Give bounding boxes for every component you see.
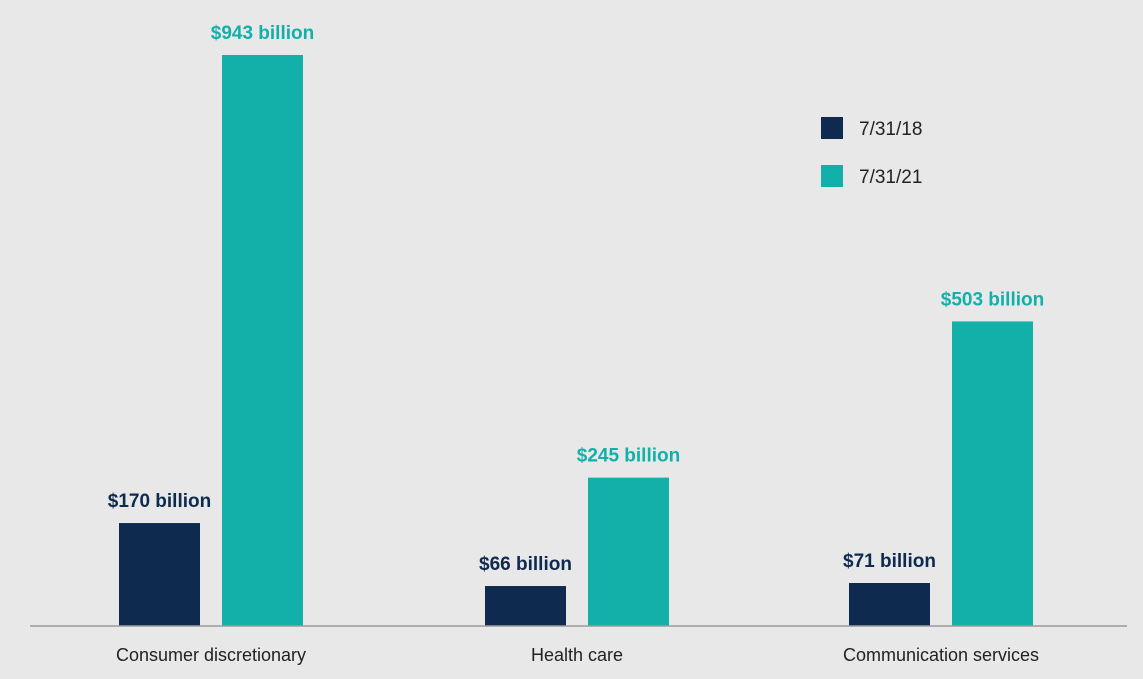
data-label-consumer-discretionary-7-31-18: $170 billion <box>108 491 211 512</box>
bar-health-care-7-31-21 <box>588 477 669 626</box>
bar-communication-services-7-31-21 <box>952 321 1033 626</box>
legend-label-7-31-21: 7/31/21 <box>859 167 922 188</box>
bar-consumer-discretionary-7-31-18 <box>119 523 200 626</box>
bars-layer <box>119 55 1033 626</box>
category-label-consumer-discretionary: Consumer discretionary <box>116 645 306 665</box>
data-label-consumer-discretionary-7-31-21: $943 billion <box>211 23 314 44</box>
bar-communication-services-7-31-18 <box>849 583 930 626</box>
data-label-communication-services-7-31-21: $503 billion <box>941 289 1044 310</box>
bar-health-care-7-31-18 <box>485 586 566 626</box>
legend: 7/31/18 7/31/21 <box>821 117 922 188</box>
category-label-communication-services: Communication services <box>843 645 1039 665</box>
category-label-health-care: Health care <box>531 645 623 665</box>
data-label-health-care-7-31-21: $245 billion <box>577 446 680 467</box>
data-label-health-care-7-31-18: $66 billion <box>479 554 572 575</box>
legend-swatch-7-31-18 <box>821 117 843 139</box>
value-labels-layer: $170 billion $943 billion $66 billion $245 … <box>108 23 1044 575</box>
legend-swatch-7-31-21 <box>821 165 843 187</box>
bar-consumer-discretionary-7-31-21 <box>222 55 303 626</box>
category-labels-layer: Consumer discretionary Health care Communi… <box>116 645 1039 665</box>
data-label-communication-services-7-31-18: $71 billion <box>843 551 936 572</box>
legend-label-7-31-18: 7/31/18 <box>859 119 922 140</box>
